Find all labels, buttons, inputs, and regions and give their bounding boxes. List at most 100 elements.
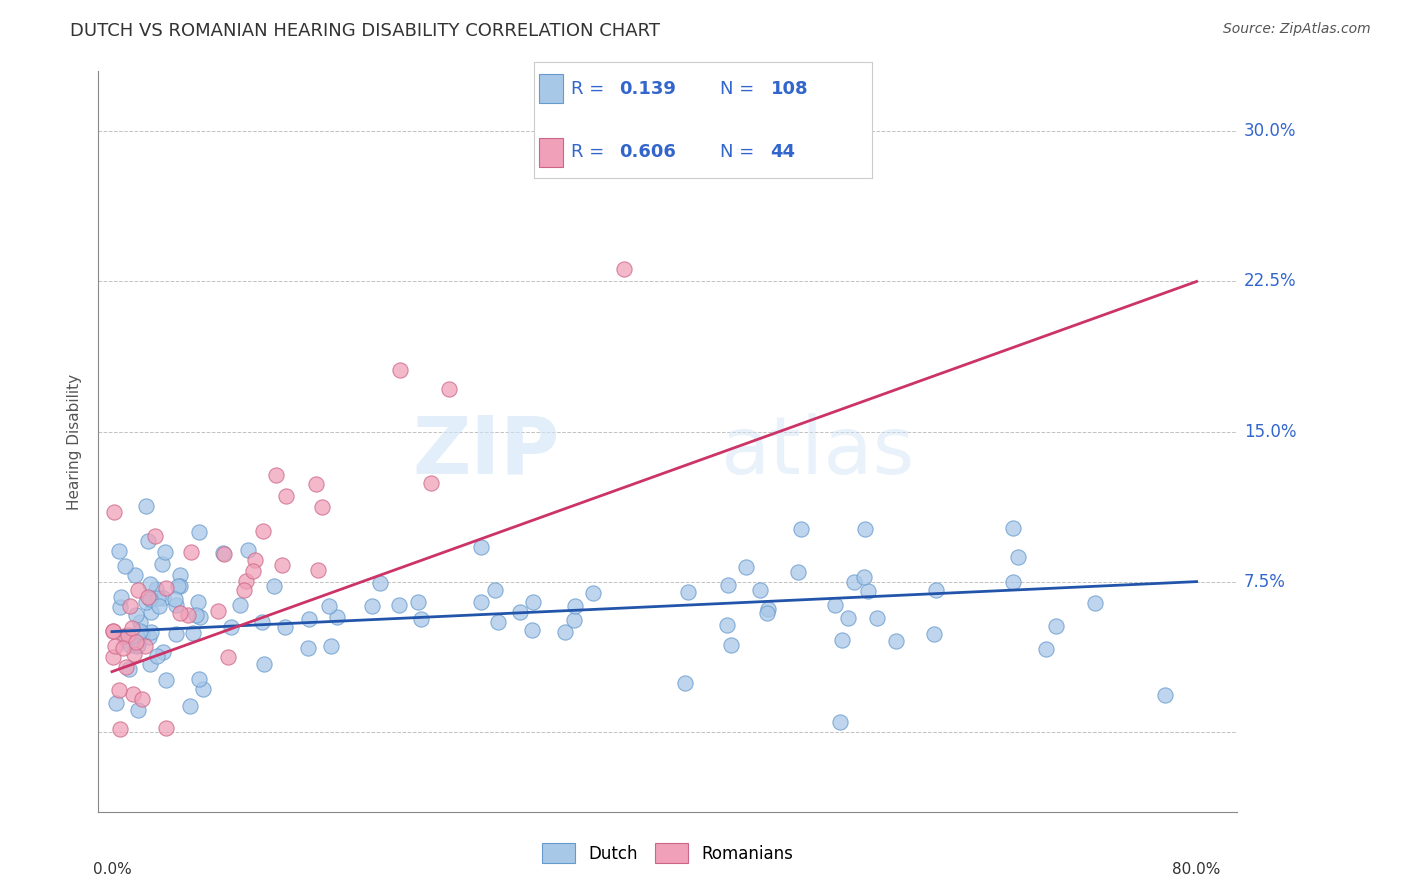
Point bbox=[232, 582, 254, 597]
Point bbox=[271, 558, 294, 572]
Point bbox=[108, 683, 131, 698]
Point bbox=[108, 722, 131, 736]
Point bbox=[787, 565, 810, 579]
Point bbox=[112, 629, 135, 643]
Point bbox=[155, 544, 177, 558]
Point bbox=[884, 634, 907, 648]
Point bbox=[138, 657, 160, 672]
Point bbox=[124, 568, 146, 582]
Point bbox=[470, 540, 492, 554]
Point bbox=[124, 608, 146, 623]
Point bbox=[103, 650, 125, 665]
Point bbox=[520, 624, 543, 638]
Point bbox=[169, 567, 191, 582]
Text: DUTCH VS ROMANIAN HEARING DISABILITY CORRELATION CHART: DUTCH VS ROMANIAN HEARING DISABILITY COR… bbox=[70, 22, 661, 40]
Text: N =: N = bbox=[720, 79, 754, 97]
Point bbox=[118, 599, 141, 614]
Point bbox=[297, 640, 319, 655]
Point bbox=[307, 563, 329, 577]
Point bbox=[127, 639, 149, 653]
Point bbox=[252, 524, 274, 539]
Point bbox=[326, 609, 349, 624]
Point bbox=[419, 476, 441, 491]
Point bbox=[1154, 689, 1177, 703]
Point bbox=[406, 594, 429, 608]
FancyBboxPatch shape bbox=[540, 74, 562, 103]
Point bbox=[318, 599, 340, 613]
Point bbox=[107, 543, 129, 558]
Point bbox=[828, 714, 851, 729]
Point bbox=[135, 499, 157, 513]
Text: 30.0%: 30.0% bbox=[1244, 122, 1296, 140]
Point bbox=[842, 574, 865, 589]
Text: 7.5%: 7.5% bbox=[1244, 573, 1286, 591]
Point bbox=[581, 585, 603, 599]
Point bbox=[187, 525, 209, 540]
Point bbox=[118, 638, 141, 652]
Point bbox=[127, 703, 149, 717]
Point bbox=[163, 592, 186, 607]
Point bbox=[238, 542, 260, 557]
Point bbox=[148, 599, 170, 613]
Point bbox=[184, 608, 207, 623]
Point bbox=[110, 600, 132, 615]
Point bbox=[235, 574, 257, 588]
Text: 0.0%: 0.0% bbox=[93, 862, 131, 877]
Text: R =: R = bbox=[571, 144, 605, 161]
Point bbox=[146, 591, 169, 605]
Point bbox=[1035, 642, 1057, 657]
Point bbox=[217, 650, 239, 665]
Text: N =: N = bbox=[720, 144, 754, 161]
Point bbox=[311, 500, 333, 514]
Point bbox=[409, 612, 432, 626]
Point bbox=[1084, 596, 1107, 610]
Point bbox=[169, 579, 191, 593]
Point bbox=[824, 598, 846, 612]
Point bbox=[564, 599, 586, 613]
Point bbox=[554, 624, 576, 639]
Text: atlas: atlas bbox=[720, 412, 914, 491]
Point bbox=[152, 645, 174, 659]
Point bbox=[124, 635, 146, 649]
Y-axis label: Hearing Disability: Hearing Disability bbox=[67, 374, 83, 509]
Point bbox=[180, 545, 202, 559]
Point bbox=[676, 584, 699, 599]
Point bbox=[165, 627, 187, 641]
Point bbox=[242, 565, 264, 579]
Point bbox=[135, 594, 157, 608]
Point bbox=[127, 582, 149, 597]
Point bbox=[134, 639, 156, 653]
Point bbox=[114, 559, 136, 574]
Point bbox=[853, 522, 876, 536]
Text: 44: 44 bbox=[770, 144, 796, 161]
Point bbox=[243, 553, 266, 567]
Point bbox=[145, 649, 167, 664]
Point bbox=[263, 579, 285, 593]
FancyBboxPatch shape bbox=[540, 137, 562, 167]
Point bbox=[856, 583, 879, 598]
Point bbox=[104, 640, 127, 654]
Point bbox=[673, 676, 696, 690]
Point bbox=[522, 595, 544, 609]
Point bbox=[103, 624, 125, 638]
Point bbox=[274, 490, 297, 504]
Point bbox=[187, 595, 209, 609]
Point bbox=[129, 624, 152, 639]
Point bbox=[191, 681, 214, 696]
Point bbox=[789, 522, 811, 536]
Point bbox=[121, 621, 143, 635]
Point bbox=[562, 614, 585, 628]
Point bbox=[114, 632, 136, 647]
Point bbox=[716, 618, 738, 632]
Point bbox=[212, 547, 235, 561]
Point bbox=[188, 672, 211, 686]
Point bbox=[165, 598, 187, 612]
Point bbox=[924, 627, 946, 641]
Text: ZIP: ZIP bbox=[412, 412, 560, 491]
Point bbox=[124, 648, 146, 662]
Point bbox=[121, 630, 143, 644]
Point bbox=[118, 662, 141, 676]
Point bbox=[179, 698, 201, 713]
Point bbox=[837, 611, 859, 625]
Point bbox=[756, 602, 779, 616]
